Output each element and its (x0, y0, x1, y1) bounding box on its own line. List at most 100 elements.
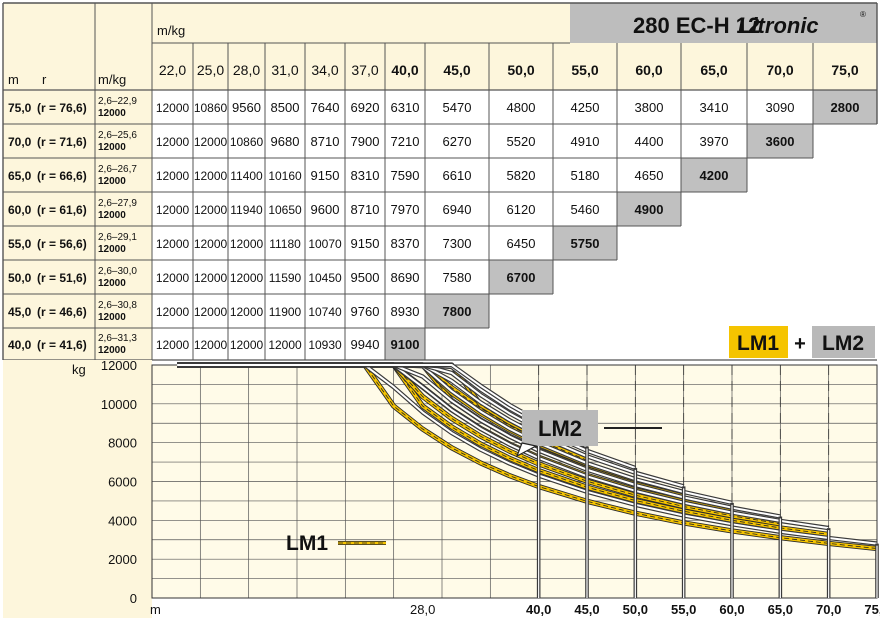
load-value-cell: 7900 (351, 134, 380, 149)
max-reach-cell-highlight (425, 294, 489, 328)
row-radius-reach: (r = 46,6) (37, 305, 87, 319)
lm2-curve-core (177, 364, 540, 423)
load-value-cell: 5820 (507, 168, 536, 183)
load-value-cell: 6450 (507, 236, 536, 251)
radius-header-cell: 60,0 (635, 62, 662, 78)
load-value-cell: 9100 (391, 337, 420, 352)
load-value-cell: 3600 (766, 134, 795, 149)
row-jib-length: 55,0 (8, 237, 32, 251)
legend-plus-sign: + (794, 333, 806, 355)
load-curve-chart: 12000 10000 8000 6000 4000 2000 0 kg m 28,0 40,0 45… (3, 358, 880, 618)
load-value-cell: 12000 (194, 271, 228, 285)
row-radius-reach: (r = 56,6) (37, 237, 87, 251)
load-value-cell: 5750 (571, 236, 600, 251)
load-value-cell: 7800 (443, 304, 472, 319)
x-tick-label: 60,0 (719, 602, 744, 617)
radius-header-cell: 70,0 (766, 62, 793, 78)
x-tick-label: 50,0 (623, 602, 648, 617)
load-value-cell: 11940 (230, 203, 263, 217)
load-value-cell: 8710 (311, 134, 340, 149)
radius-header-cell: 31,0 (271, 62, 298, 78)
load-value-cell: 12000 (194, 169, 228, 183)
load-value-cell: 11590 (269, 271, 302, 285)
load-value-cell: 10160 (268, 169, 302, 183)
row-range: 2,6–26,7 (98, 164, 137, 175)
x-tick-label: 75,0 (864, 602, 880, 617)
load-value-cell: 12000 (230, 338, 264, 352)
y-tick-label: 2000 (108, 552, 137, 567)
y-tick-label: 10000 (101, 397, 137, 412)
registered-mark: ® (860, 10, 866, 19)
row-radius-reach: (r = 71,6) (37, 135, 87, 149)
load-value-cell: 9600 (311, 202, 340, 217)
load-value-cell: 6310 (391, 100, 420, 115)
max-reach-cell-highlight (385, 328, 425, 360)
load-value-cell: 12000 (230, 305, 264, 319)
load-value-cell: 9150 (311, 168, 340, 183)
radius-header-cell: 22,0 (159, 62, 186, 78)
row-max-load: 12000 (98, 345, 126, 356)
model-title-panel (570, 3, 877, 43)
unit-label-top: m/kg (157, 23, 185, 38)
load-value-cell: 12000 (156, 101, 190, 115)
load-value-cell: 12000 (230, 271, 264, 285)
x-tick-label: 45,0 (574, 602, 599, 617)
legend-lm2-badge (812, 326, 875, 358)
radius-header-cell: 25,0 (197, 62, 224, 78)
load-value-cell: 5520 (507, 134, 536, 149)
row-range: 2,6–22,9 (98, 96, 137, 107)
row-max-load: 12000 (98, 108, 126, 119)
load-value-cell: 12000 (230, 237, 264, 251)
load-value-cell: 7970 (391, 202, 420, 217)
load-value-cell: 7580 (443, 270, 472, 285)
x-tick-label: 65,0 (768, 602, 793, 617)
load-value-cell: 12000 (156, 305, 190, 319)
row-jib-length: 60,0 (8, 203, 32, 217)
load-value-cell: 4650 (635, 168, 664, 183)
jib-length-label: m (8, 72, 19, 87)
load-value-cell: 9150 (351, 236, 380, 251)
max-reach-cell-highlight (813, 90, 877, 124)
lm2-callout-badge (522, 410, 598, 446)
max-reach-cell-highlight (747, 124, 813, 158)
load-value-cell: 12000 (156, 271, 190, 285)
row-range: 2,6–30,0 (98, 266, 137, 277)
row-radius-reach: (r = 66,6) (37, 169, 87, 183)
load-value-cell: 10860 (230, 135, 264, 149)
load-value-cell: 11900 (269, 305, 302, 319)
row-max-load: 12000 (98, 210, 126, 221)
load-value-cell: 12000 (194, 203, 228, 217)
load-value-cell: 10740 (308, 305, 342, 319)
lm2-callout-arrow (515, 442, 538, 458)
row-max-load: 12000 (98, 142, 126, 153)
max-reach-cell-highlight (553, 226, 617, 260)
load-value-cell: 3090 (766, 100, 795, 115)
x-tick-label: 70,0 (816, 602, 841, 617)
row-radius-reach: (r = 61,6) (37, 203, 87, 217)
load-value-cell: 4900 (635, 202, 664, 217)
load-value-cell: 10450 (308, 271, 342, 285)
y-axis-unit: kg (72, 362, 86, 377)
load-value-cell: 3410 (700, 100, 729, 115)
radius-header-cell: 37,0 (351, 62, 378, 78)
row-range: 2,6–31,3 (98, 333, 137, 344)
load-value-cell: 11180 (269, 237, 301, 251)
row-radius-reach: (r = 41,6) (37, 338, 87, 352)
lm2-callout-label: LM2 (538, 416, 582, 441)
load-value-cell: 5470 (443, 100, 472, 115)
load-value-cell: 2800 (831, 100, 860, 115)
load-value-cell: 10650 (268, 203, 302, 217)
legend-lm1-badge (729, 326, 788, 358)
radius-header-cell: 40,0 (391, 62, 418, 78)
load-value-cell: 12000 (156, 237, 190, 251)
row-radius-reach: (r = 76,6) (37, 101, 87, 115)
lm1-callout-label: LM1 (286, 532, 328, 555)
load-value-cell: 7640 (311, 100, 340, 115)
y-tick-label: 12000 (101, 358, 137, 373)
load-value-cell: 12000 (268, 338, 302, 352)
load-value-cell: 7210 (391, 134, 420, 149)
load-value-cell: 7300 (443, 236, 472, 251)
load-value-cell: 10860 (194, 101, 228, 115)
